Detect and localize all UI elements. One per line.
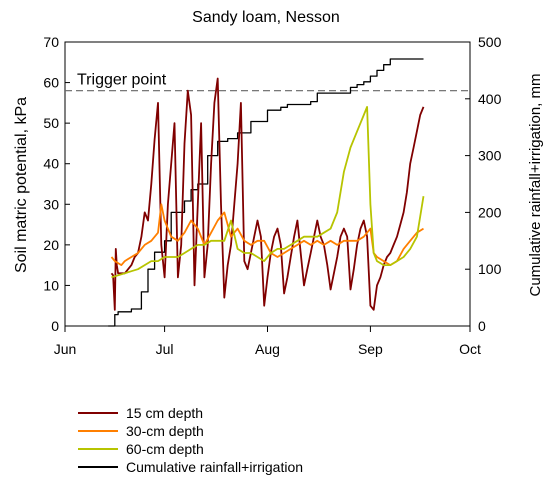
series-line-1 <box>110 203 424 266</box>
y-tick-label: 60 <box>43 75 59 91</box>
y2-axis-title: Cumulative rainfall+irrigation, mm <box>527 74 544 297</box>
legend-label: Cumulative rainfall+irrigation <box>126 459 303 475</box>
y-tick-label: 30 <box>43 196 59 212</box>
y-axis-left: 0 10 20 30 40 50 60 70 <box>43 34 70 334</box>
y2-tick-label: 400 <box>478 91 502 107</box>
y-tick-label: 40 <box>43 156 59 172</box>
y2-tick-label: 500 <box>478 34 502 50</box>
y-tick-label: 20 <box>43 237 59 253</box>
legend-label: 30-cm depth <box>126 423 204 439</box>
chart-title: Sandy loam, Nesson <box>192 9 340 26</box>
x-tick-label: Sep <box>358 341 383 357</box>
y2-tick-label: 0 <box>478 318 486 334</box>
x-tick-label: Jun <box>54 341 77 357</box>
x-tick-label: Aug <box>255 341 280 357</box>
y2-tick-label: 100 <box>478 261 502 277</box>
series-layer <box>108 58 425 327</box>
x-tick-label: Oct <box>459 341 481 357</box>
y-tick-label: 10 <box>43 277 59 293</box>
y-tick-label: 0 <box>51 318 59 334</box>
series-line-3 <box>108 58 424 327</box>
y2-tick-label: 200 <box>478 204 502 220</box>
y2-tick-label: 300 <box>478 148 502 164</box>
trigger-point-label: Trigger point <box>77 72 167 89</box>
y-tick-label: 50 <box>43 115 59 131</box>
annotations: Trigger point <box>65 72 470 92</box>
legend-label: 60-cm depth <box>126 441 204 457</box>
y-axis-right: 0 100 200 300 400 500 <box>465 34 502 334</box>
y-tick-label: 70 <box>43 34 59 50</box>
legend: 15 cm depth 30-cm depth 60-cm depth Cumulat… <box>78 405 303 475</box>
series-line-2 <box>111 106 425 279</box>
x-tick-label: Jul <box>156 341 174 357</box>
series-line-0 <box>110 77 425 311</box>
legend-label: 15 cm depth <box>126 405 203 421</box>
x-axis: Jun Jul Aug Sep Oct <box>54 326 481 357</box>
y-axis-title: Soil matric potential, kPa <box>13 97 30 273</box>
